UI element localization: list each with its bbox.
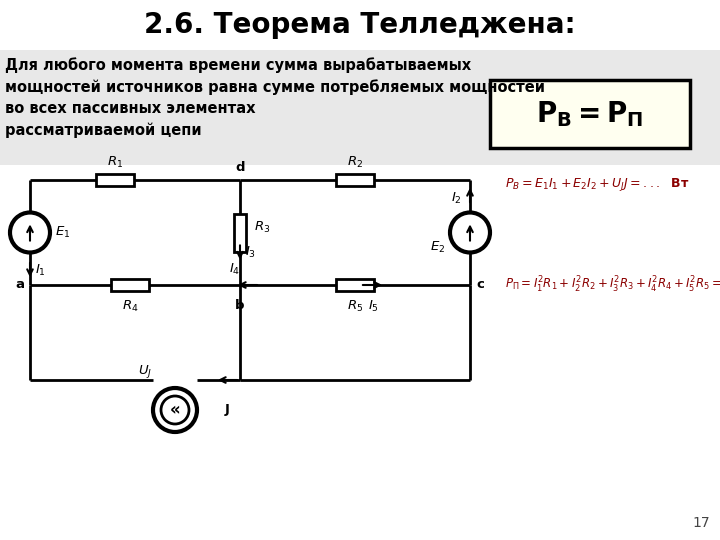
- Text: a: a: [15, 279, 24, 292]
- Bar: [111, 279, 149, 291]
- Circle shape: [161, 396, 189, 424]
- Text: $U_J$: $U_J$: [138, 363, 152, 380]
- Text: d: d: [235, 161, 245, 174]
- Text: $E_2$: $E_2$: [430, 240, 445, 255]
- Text: $\mathbf{P_B = P_\Pi}$: $\mathbf{P_B = P_\Pi}$: [536, 99, 644, 129]
- Text: мощностей источников равна сумме потребляемых мощностей: мощностей источников равна сумме потребл…: [5, 79, 545, 94]
- Bar: [0, 0, 720, 50]
- Text: 17: 17: [693, 516, 710, 530]
- Text: «: «: [170, 401, 181, 419]
- Text: $E_1$: $E_1$: [55, 225, 71, 240]
- Text: $I_2$: $I_2$: [451, 191, 462, 206]
- Text: $R_3$: $R_3$: [254, 220, 270, 235]
- Text: $I_1$: $I_1$: [35, 262, 46, 278]
- Text: $I_5$: $I_5$: [367, 299, 379, 314]
- Text: $R_5$: $R_5$: [347, 299, 363, 314]
- Text: b: b: [235, 299, 245, 312]
- Bar: [234, 213, 246, 252]
- Text: 2.6. Теорема Телледжена:: 2.6. Теорема Телледжена:: [144, 11, 576, 39]
- Text: J: J: [225, 403, 230, 416]
- Bar: [0, 50, 720, 165]
- Bar: [336, 279, 374, 291]
- Text: $I_4$: $I_4$: [230, 262, 240, 277]
- Text: Для любого момента времени сумма вырабатываемых: Для любого момента времени сумма вырабат…: [5, 57, 471, 73]
- Text: $P_B = E_1I_1 + E_2I_2 + U_JJ = ...$  Вт: $P_B = E_1I_1 + E_2I_2 + U_JJ = ...$ Вт: [505, 177, 690, 193]
- Circle shape: [450, 213, 490, 253]
- Bar: [96, 174, 134, 186]
- Text: рассматриваемой цепи: рассматриваемой цепи: [5, 123, 202, 138]
- Text: $R_4$: $R_4$: [122, 299, 138, 314]
- Text: c: c: [476, 279, 484, 292]
- Bar: [490, 80, 690, 148]
- Text: $R_1$: $R_1$: [107, 155, 123, 170]
- Text: $I_3$: $I_3$: [245, 245, 256, 260]
- Text: $P_\Pi = I_1^2R_1 + I_2^2R_2 + I_3^2R_3 + I_4^2R_4 + I_5^2R_5 = ...$  Вт: $P_\Pi = I_1^2R_1 + I_2^2R_2 + I_3^2R_3 …: [505, 275, 720, 295]
- Text: $R_2$: $R_2$: [347, 155, 363, 170]
- Circle shape: [10, 213, 50, 253]
- Bar: [336, 174, 374, 186]
- Circle shape: [153, 388, 197, 432]
- Text: во всех пассивных элементах: во всех пассивных элементах: [5, 101, 256, 116]
